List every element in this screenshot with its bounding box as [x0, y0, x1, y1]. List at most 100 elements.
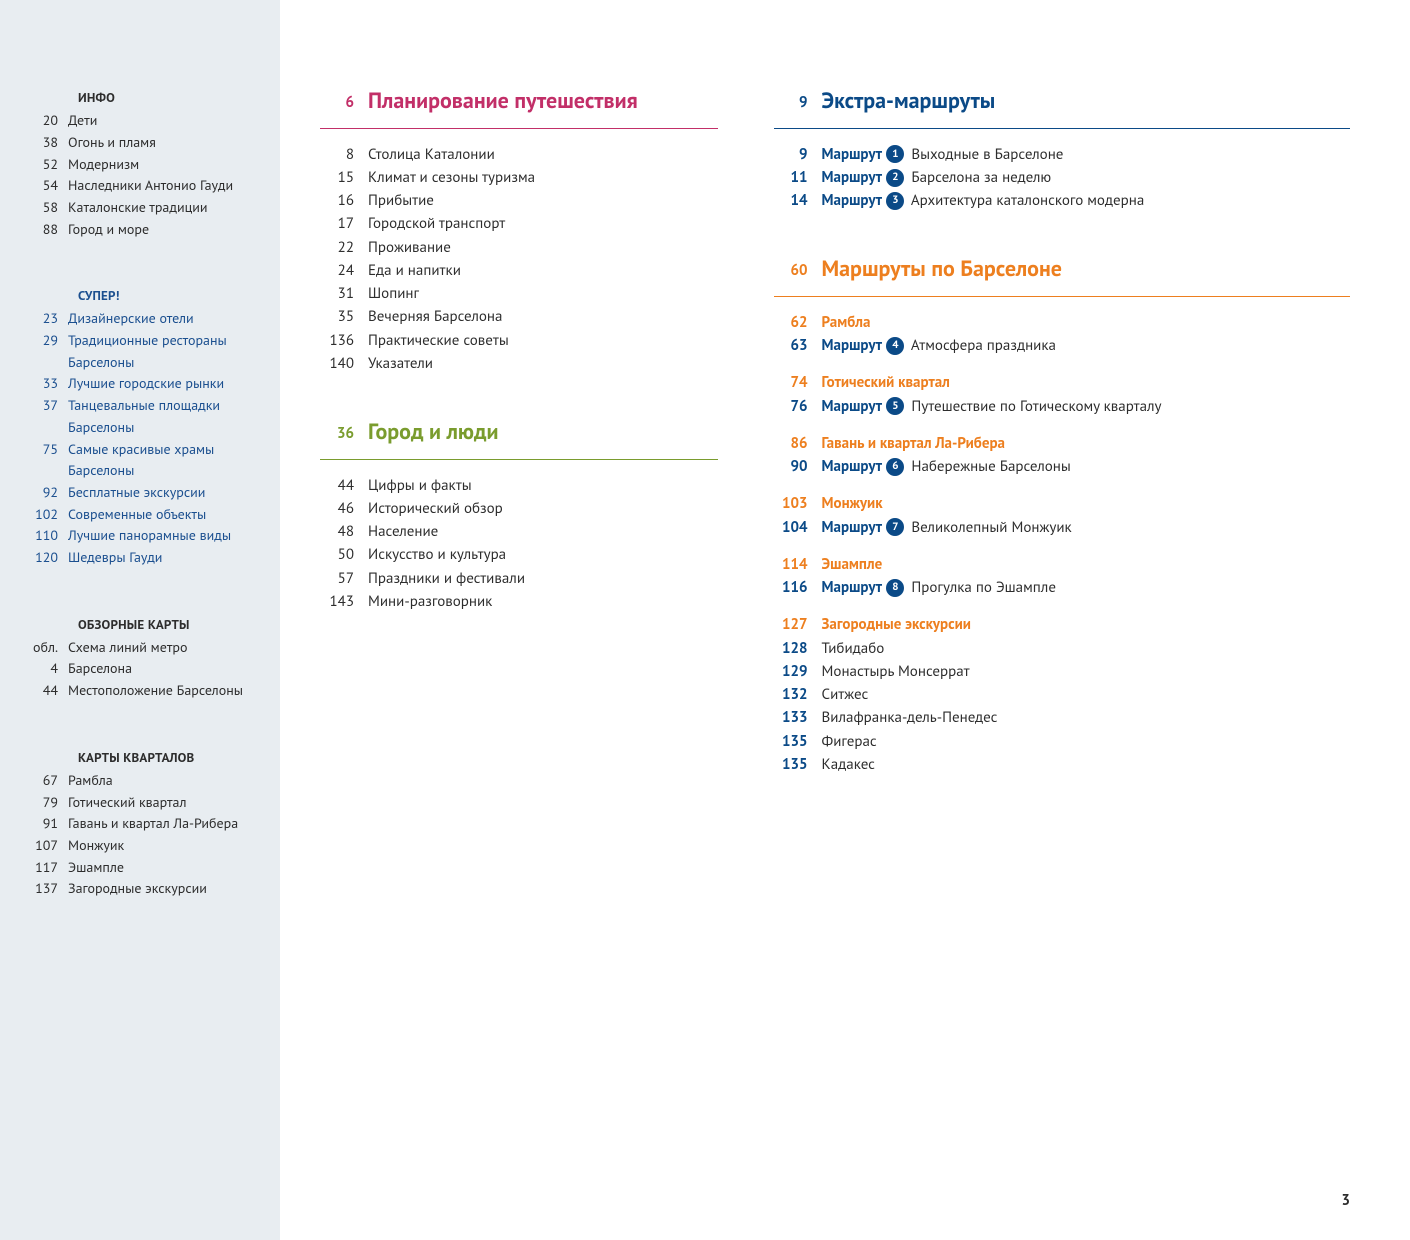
sidebar-item-page: 67: [20, 770, 68, 792]
entries-city-people: 44Цифры и факты46Исторический обзор48Нас…: [320, 474, 718, 614]
toc-entry-page: 16: [320, 189, 368, 212]
route-entry-page: 76: [774, 395, 822, 418]
toc-entry-text: Исторический обзор: [368, 497, 718, 520]
toc-entry: 16Прибытие: [320, 189, 718, 212]
sidebar-item-text: Лучшие городские рынки: [68, 373, 260, 395]
excursion-text: Вилафранка-дель-Пенедес: [822, 706, 1350, 729]
sidebar-item: 107Монжуик: [20, 835, 260, 857]
excursion-page: 135: [774, 753, 822, 776]
sidebar-item-page: 120: [20, 547, 68, 569]
toc-entry-page: 46: [320, 497, 368, 520]
route-number-badge: 3: [886, 192, 904, 210]
toc-entry-text: Столица Каталонии: [368, 143, 718, 166]
route-label: Маршрут: [822, 518, 886, 537]
route-number-badge: 7: [886, 518, 904, 536]
route-entry-page: 14: [774, 189, 822, 212]
route-entry-body: Маршрут 3 Архитектура каталонского модер…: [822, 189, 1350, 212]
route-entry-page: 104: [774, 516, 822, 539]
section-title: Планирование путешествия: [368, 88, 718, 116]
route-entry-page: 90: [774, 455, 822, 478]
sidebar-item-page: 20: [20, 110, 68, 132]
route-description: Прогулка по Эшампле: [907, 578, 1056, 597]
excursion-text: Монастырь Монсеррат: [822, 660, 1350, 683]
sidebar-item: 44Местоположение Барселоны: [20, 680, 260, 702]
sidebar-item: 110Лучшие панорамные виды: [20, 525, 260, 547]
sidebar-item-page: 4: [20, 658, 68, 680]
toc-entry-text: Вечерняя Барселона: [368, 305, 718, 328]
sidebar-item-text: Монжуик: [68, 835, 260, 857]
route-description: Путешествие по Готическому кварталу: [907, 397, 1161, 416]
toc-entry: 46Исторический обзор: [320, 497, 718, 520]
route-entry-page: 11: [774, 166, 822, 189]
route-label: Маршрут: [822, 336, 886, 355]
section-page: 9: [774, 88, 822, 116]
sidebar-item-text: Рамбла: [68, 770, 260, 792]
sidebar-item-page: 52: [20, 154, 68, 176]
sidebar-item-text: Город и море: [68, 219, 260, 241]
sidebar-item-text: Барселона: [68, 658, 260, 680]
sidebar-item-page: 33: [20, 373, 68, 395]
sidebar-item-text: Схема линий метро: [68, 637, 260, 659]
toc-entry-text: Праздники и фестивали: [368, 567, 718, 590]
sidebar-item: 38Огонь и пламя: [20, 132, 260, 154]
subsection-head-excursions: 127Загородные экскурсии: [774, 613, 1350, 636]
sidebar-item: 75Самые красивые храмы Барселоны: [20, 439, 260, 482]
route-entry-body: Маршрут 7 Великолепный Монжуик: [822, 516, 1350, 539]
subsection-head: 103Монжуик: [774, 492, 1350, 515]
sidebar-item-text: Дети: [68, 110, 260, 132]
route-entry: 116Маршрут 8 Прогулка по Эшампле: [774, 576, 1350, 599]
section-head-extra-routes: 9 Экстра-маршруты: [774, 88, 1350, 129]
subsection-title: Загородные экскурсии: [822, 613, 1350, 636]
toc-entry-text: Шопинг: [368, 282, 718, 305]
route-description: Атмосфера праздника: [907, 336, 1056, 355]
sidebar-item-text: Самые красивые храмы Барселоны: [68, 439, 260, 482]
route-label: Маршрут: [822, 397, 886, 416]
sidebar-item: 102Современные объекты: [20, 504, 260, 526]
route-entry: 104Маршрут 7 Великолепный Монжуик: [774, 516, 1350, 539]
subsection-head: 74Готический квартал: [774, 371, 1350, 394]
toc-entry: 24Еда и напитки: [320, 259, 718, 282]
route-number-badge: 2: [886, 169, 904, 187]
sidebar-item: 37Танцевальные площадки Барселоны: [20, 395, 260, 438]
subsection-head: 114Эшампле: [774, 553, 1350, 576]
subsection-title: Рамбла: [822, 311, 1350, 334]
toc-entry-text: Население: [368, 520, 718, 543]
toc-entry: 136Практические советы: [320, 329, 718, 352]
route-entry: 63Маршрут 4 Атмосфера праздника: [774, 334, 1350, 357]
toc-entry: 8Столица Каталонии: [320, 143, 718, 166]
section-title: Маршруты по Барселоне: [822, 256, 1350, 284]
toc-entry-page: 35: [320, 305, 368, 328]
section-page: 36: [320, 419, 368, 447]
toc-entry-text: Практические советы: [368, 329, 718, 352]
route-entry: 76Маршрут 5 Путешествие по Готическому к…: [774, 395, 1350, 418]
toc-entry-page: 48: [320, 520, 368, 543]
sidebar-item: 4Барселона: [20, 658, 260, 680]
sidebar-heading-super: СУПЕР!: [78, 286, 260, 306]
route-entry-page: 9: [774, 143, 822, 166]
excursion-entry: 132Ситжес: [774, 683, 1350, 706]
route-description: Великолепный Монжуик: [907, 518, 1071, 537]
route-label: Маршрут: [822, 578, 886, 597]
route-label: Маршрут: [822, 145, 886, 164]
sidebar-item: 54Наследники Антонио Гауди: [20, 175, 260, 197]
subsection-title: Монжуик: [822, 492, 1350, 515]
route-entry: 9Маршрут 1 Выходные в Барселоне: [774, 143, 1350, 166]
subsection-page: 127: [774, 613, 822, 636]
excursion-entry: 128Тибидабо: [774, 637, 1350, 660]
route-entry-body: Маршрут 6 Набережные Барселоны: [822, 455, 1350, 478]
route-entry: 90Маршрут 6 Набережные Барселоны: [774, 455, 1350, 478]
toc-entry-page: 140: [320, 352, 368, 375]
sidebar-item-page: 44: [20, 680, 68, 702]
toc-entry: 22Проживание: [320, 236, 718, 259]
sidebar-item-page: 88: [20, 219, 68, 241]
sidebar-item-text: Дизайнерские отели: [68, 308, 260, 330]
sidebar-item-page: 38: [20, 132, 68, 154]
sidebar-item-page: обл.: [20, 637, 68, 659]
sidebar-heading-overview-maps: ОБЗОРНЫЕ КАРТЫ: [78, 615, 260, 635]
section-head-barcelona-routes: 60 Маршруты по Барселоне: [774, 256, 1350, 297]
toc-entry-page: 24: [320, 259, 368, 282]
route-entry: 14Маршрут 3 Архитектура каталонского мод…: [774, 189, 1350, 212]
sidebar-item: 92Бесплатные экскурсии: [20, 482, 260, 504]
sidebar-heading-info: ИНФО: [78, 88, 260, 108]
toc-entry-page: 17: [320, 212, 368, 235]
